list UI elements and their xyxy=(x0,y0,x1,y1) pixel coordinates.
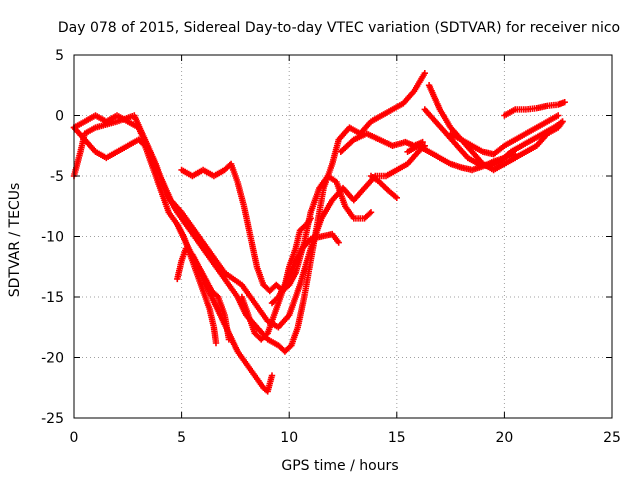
y-tick-label: 0 xyxy=(55,109,64,125)
chart-title: Day 078 of 2015, Sidereal Day-to-day VTE… xyxy=(58,20,620,36)
series-track-3 xyxy=(70,124,276,395)
axes: 0 5 10 15 20 25 -25 -20 -15 -10 -5 0 5 xyxy=(41,48,621,446)
x-tick-label: 5 xyxy=(177,430,186,446)
y-axis-label: SDTVAR / TECUs xyxy=(7,183,23,298)
series-markers xyxy=(70,70,428,355)
x-tick-label: 10 xyxy=(280,430,298,446)
series-markers xyxy=(447,112,562,158)
y-tick-label: -15 xyxy=(41,290,64,306)
series-track-15 xyxy=(501,99,568,119)
series-markers xyxy=(367,172,400,201)
series-markers xyxy=(178,160,375,295)
data-layer xyxy=(70,70,568,395)
series-markers xyxy=(268,215,314,307)
y-tick-label: 5 xyxy=(55,48,64,64)
series-track-1 xyxy=(70,70,428,355)
series-markers xyxy=(404,142,519,174)
series-track-4 xyxy=(178,160,375,295)
x-axis-label: GPS time / hours xyxy=(281,458,398,474)
y-tick-label: -20 xyxy=(41,351,64,367)
x-tick-label: 0 xyxy=(70,430,79,446)
series-track-8 xyxy=(268,215,314,307)
series-track-13 xyxy=(404,142,519,174)
y-tick-label: -25 xyxy=(41,411,64,427)
y-tick-label: -5 xyxy=(50,169,64,185)
series-track-6 xyxy=(174,245,233,343)
x-tick-label: 15 xyxy=(388,430,406,446)
series-track-10 xyxy=(367,172,400,201)
x-tick-label: 25 xyxy=(603,430,621,446)
series-track-14 xyxy=(447,112,562,158)
y-tick-label: -10 xyxy=(41,230,64,246)
x-tick-label: 20 xyxy=(495,430,513,446)
series-markers xyxy=(70,124,276,395)
